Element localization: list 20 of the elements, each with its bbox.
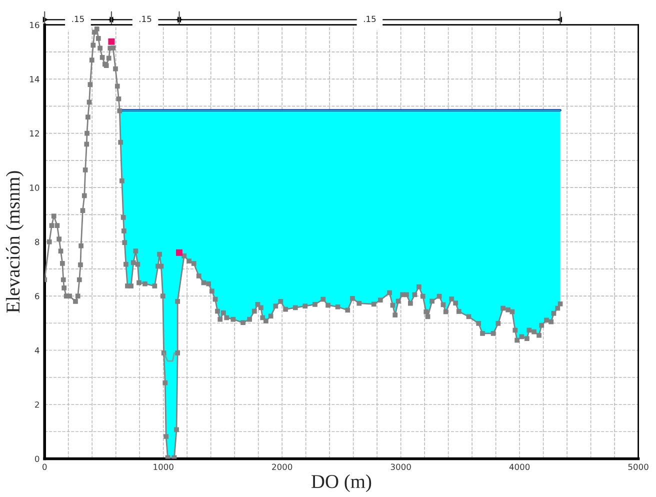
- x-axis-title: DO (m): [311, 474, 372, 492]
- y-tick-label: 12: [30, 130, 39, 136]
- annotation: .15: [140, 16, 152, 22]
- annotation: .15: [364, 16, 376, 22]
- y-tick-label: 14: [30, 76, 40, 82]
- annotation: .15: [72, 16, 84, 22]
- y-axis-title: Elevación (msnm): [6, 171, 24, 313]
- x-tick-label: 1000: [154, 464, 174, 470]
- y-tick-label: 16: [30, 22, 40, 28]
- y-tick-label: 0: [34, 456, 40, 462]
- x-tick-label: 5000: [628, 464, 648, 470]
- x-tick-label: 3000: [390, 464, 411, 470]
- x-tick-label: 2000: [272, 464, 292, 470]
- x-tick-label: 4000: [509, 464, 530, 470]
- x-tick-label: 0: [42, 464, 47, 470]
- y-tick-label: 2: [35, 401, 39, 408]
- y-tick-label: 10: [30, 184, 40, 191]
- y-tick-label: 6: [35, 293, 40, 300]
- y-tick-label: 8: [35, 238, 40, 246]
- y-tick-label: 4: [34, 347, 40, 354]
